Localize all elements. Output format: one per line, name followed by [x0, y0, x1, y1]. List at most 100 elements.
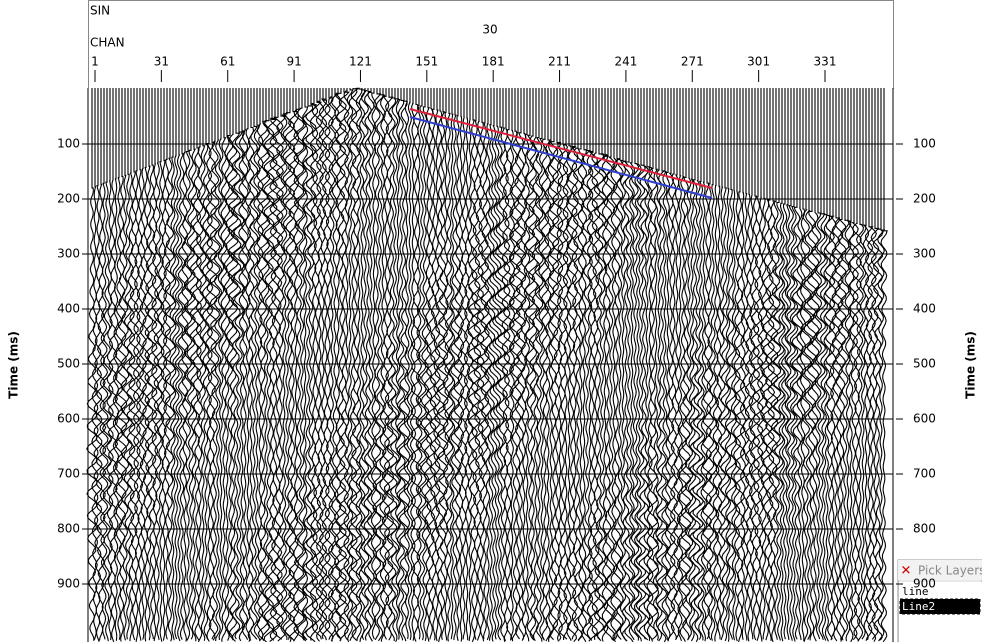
trace — [466, 88, 474, 642]
trace — [327, 88, 337, 640]
trace — [851, 88, 863, 641]
trace — [572, 88, 584, 641]
x-tick-label: 271 — [681, 55, 704, 69]
y-tick-label: 900 — [57, 577, 80, 591]
y-tick-label-right: 800 — [913, 522, 936, 536]
trace — [181, 88, 189, 642]
trace — [403, 88, 411, 640]
trace — [383, 88, 395, 641]
trace — [591, 88, 601, 640]
trace — [742, 88, 750, 641]
trace — [467, 88, 479, 642]
trace — [172, 88, 180, 640]
trace — [678, 88, 688, 642]
trace — [859, 88, 867, 640]
trace — [302, 88, 314, 641]
trace — [669, 88, 678, 640]
trace — [616, 88, 624, 640]
panel-titlebar — [898, 560, 982, 580]
trace — [715, 88, 723, 640]
trace — [770, 88, 782, 640]
trace — [287, 88, 299, 640]
trace — [169, 88, 177, 641]
pick-line-2[interactable] — [409, 116, 713, 199]
trace — [547, 88, 555, 642]
trace — [813, 88, 823, 640]
trace — [757, 88, 765, 642]
y-tick-label: 600 — [57, 412, 80, 426]
trace — [603, 88, 613, 640]
sin-value: 30 — [482, 23, 497, 37]
trace — [164, 88, 176, 642]
trace — [877, 88, 886, 642]
trace — [132, 88, 142, 642]
trace — [509, 88, 521, 642]
trace — [643, 88, 651, 641]
trace — [209, 88, 221, 640]
trace — [515, 88, 527, 640]
trace — [488, 88, 500, 642]
trace — [661, 88, 669, 640]
layer-item[interactable]: line — [902, 585, 929, 598]
trace — [463, 88, 471, 641]
trace — [363, 88, 373, 641]
trace — [311, 88, 323, 640]
trace — [199, 88, 207, 641]
trace — [717, 88, 727, 641]
trace — [656, 88, 668, 642]
trace — [630, 88, 640, 641]
x-tick-label: 151 — [415, 55, 438, 69]
trace — [847, 88, 855, 642]
y-tick-label: 400 — [57, 302, 80, 316]
trace — [544, 88, 552, 642]
trace — [520, 88, 528, 641]
trace — [107, 88, 119, 642]
trace — [508, 88, 516, 641]
grid-group — [88, 143, 893, 585]
trace — [724, 88, 732, 642]
trace — [760, 88, 768, 640]
trace — [491, 88, 502, 640]
trace — [177, 88, 187, 640]
y-tick-label: 300 — [57, 247, 80, 261]
y-tick-label: 200 — [57, 192, 80, 206]
trace — [720, 88, 730, 642]
trace — [767, 88, 779, 642]
layer-item[interactable]: Line2 — [902, 600, 935, 613]
trace — [837, 88, 847, 640]
y-tick-label-right: 600 — [913, 412, 936, 426]
trace — [410, 88, 422, 642]
trace — [849, 88, 859, 641]
trace — [696, 88, 706, 641]
close-button[interactable]: ✕ — [901, 564, 912, 579]
trace — [676, 88, 684, 641]
x-tick-label: 121 — [349, 55, 372, 69]
trace — [831, 88, 841, 642]
y-tick-label-right: 300 — [913, 247, 936, 261]
x-tick-label: 331 — [814, 55, 837, 69]
trace — [280, 88, 288, 640]
trace — [855, 88, 865, 642]
trace — [238, 88, 246, 642]
trace — [233, 88, 245, 640]
trace — [647, 88, 659, 640]
y-tick-label-right: 500 — [913, 357, 936, 371]
trace — [534, 88, 544, 642]
trace — [374, 88, 386, 642]
trace — [502, 88, 515, 640]
trace — [652, 88, 660, 641]
trace — [538, 88, 546, 640]
layer-selection — [899, 598, 981, 615]
trace — [292, 88, 300, 642]
x-tick-label: 181 — [482, 55, 505, 69]
trace — [880, 88, 888, 642]
trace — [257, 88, 269, 642]
trace — [220, 88, 228, 642]
trace — [623, 88, 634, 642]
trace — [557, 88, 569, 640]
trace — [862, 88, 870, 641]
trace — [712, 88, 720, 642]
pick-line[interactable] — [409, 108, 713, 189]
trace — [501, 88, 511, 642]
